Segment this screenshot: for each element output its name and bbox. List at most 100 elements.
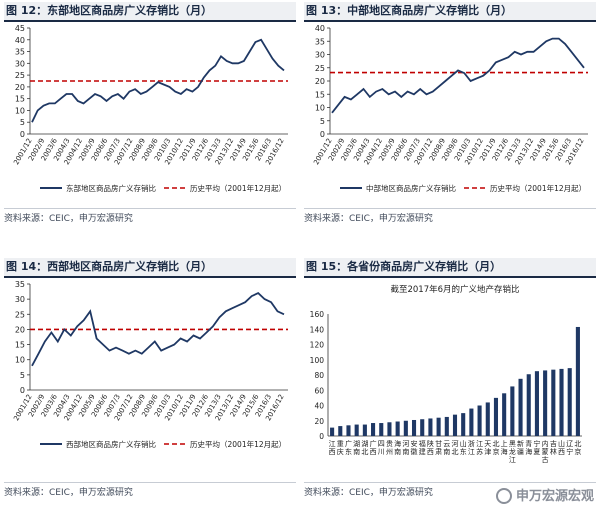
bar bbox=[330, 427, 335, 436]
x-tick-label: 河北 bbox=[452, 440, 459, 456]
bar bbox=[543, 370, 548, 436]
series-line bbox=[31, 38, 285, 123]
y-tick-label: 5 bbox=[20, 371, 25, 380]
y-tick-label: 35 bbox=[315, 37, 325, 46]
bar bbox=[395, 421, 400, 436]
y-tick-label: 20 bbox=[314, 417, 324, 426]
chart-source: 资料来源：CEIC，申万宏源研究 bbox=[4, 208, 296, 224]
x-tick-label: 甘肃 bbox=[435, 439, 442, 456]
bar bbox=[444, 416, 449, 436]
bar bbox=[526, 374, 531, 436]
y-tick-label: 60 bbox=[314, 386, 324, 395]
x-tick-label: 青海 bbox=[525, 439, 532, 456]
x-tick-label: 浙江 bbox=[468, 439, 475, 456]
bar bbox=[403, 420, 408, 436]
bar-chart: 截至2017年6月的广义地产存销比 0 20 40 60 80 100 120 140 160 江西… bbox=[310, 284, 582, 464]
bar bbox=[338, 426, 343, 436]
bar bbox=[428, 418, 433, 436]
y-tick-label: 0 bbox=[319, 432, 324, 441]
bar bbox=[567, 368, 572, 436]
y-tick-label: 20 bbox=[15, 83, 25, 92]
chart-source: 资料来源：CEIC，申万宏源研究 bbox=[4, 482, 296, 498]
y-tick-label: 40 bbox=[314, 402, 324, 411]
x-tick-label: 北京 bbox=[492, 440, 499, 456]
y-tick-label: 5 bbox=[20, 118, 25, 127]
y-tick-label: 25 bbox=[315, 64, 325, 73]
bar bbox=[551, 369, 556, 436]
x-tick-label: 宁夏 bbox=[533, 439, 540, 456]
chart-title: 图 15：各省份商品房广义存销比（月） bbox=[304, 258, 596, 278]
line-chart: 05101520253035402001/122002/92003/62004/… bbox=[312, 24, 588, 193]
x-tick-label: 江西 bbox=[329, 440, 336, 456]
chart-title: 图 12：东部地区商品房广义存销比（月） bbox=[4, 2, 296, 22]
x-tick-label: 福建 bbox=[419, 439, 426, 456]
y-tick-label: 30 bbox=[15, 295, 25, 304]
y-tick-label: 5 bbox=[320, 117, 325, 126]
x-tick-label: 云南 bbox=[443, 440, 450, 456]
bar bbox=[575, 326, 580, 436]
y-tick-label: 15 bbox=[15, 341, 25, 350]
x-tick-label: 海南 bbox=[394, 439, 401, 456]
x-tick-label: 辽宁 bbox=[566, 440, 573, 456]
legend-label-series: 西部地区商品房广义存销比 bbox=[66, 439, 156, 449]
y-tick-label: 0 bbox=[20, 130, 25, 139]
bar bbox=[469, 408, 474, 436]
y-tick-label: 35 bbox=[15, 48, 25, 57]
x-tick-label: 江苏 bbox=[476, 440, 483, 456]
y-tick-label: 10 bbox=[15, 106, 25, 115]
chart-title: 图 13：中部地区商品房广义存销比（月） bbox=[304, 2, 596, 22]
x-tick-label: 内蒙古 bbox=[542, 439, 549, 464]
chart-panel-east: 图 12：东部地区商品房广义存销比（月） 0 5 10 15 20 25 30 35 40 45 2… bbox=[4, 2, 296, 224]
x-tick-label: 天津 bbox=[484, 440, 491, 456]
bar bbox=[477, 405, 482, 436]
y-tick-label: 80 bbox=[314, 371, 324, 380]
x-tick-label: 贵州 bbox=[386, 439, 393, 456]
chart-source: 资料来源：CEIC，申万宏源研究 bbox=[304, 482, 596, 498]
legend-label-reference: 历史平均（2001年12月起） bbox=[190, 439, 286, 449]
x-tick-label: 陕西 bbox=[427, 439, 434, 456]
bar bbox=[510, 386, 515, 436]
y-tick-label: 40 bbox=[15, 36, 25, 45]
legend-label-reference: 历史平均（2001年12月起） bbox=[490, 183, 586, 193]
y-tick-label: 20 bbox=[315, 77, 325, 86]
bar bbox=[452, 414, 458, 436]
bar bbox=[346, 425, 351, 436]
chart-source: 资料来源：CEIC，申万宏源研究 bbox=[304, 208, 596, 224]
y-tick-label: 0 bbox=[320, 130, 325, 139]
x-tick-label: 山东 bbox=[460, 439, 467, 456]
bar bbox=[436, 417, 441, 436]
chart-panel-west: 图 14：西部地区商品房广义存销比（月） 0 5 10 15 20 25 30 35 2001/… bbox=[4, 258, 296, 498]
y-tick-label: 120 bbox=[310, 341, 325, 350]
bar bbox=[518, 378, 523, 436]
x-tick-label: 吉林 bbox=[550, 440, 557, 456]
bar bbox=[387, 422, 392, 436]
x-tick-label: 上海 bbox=[501, 439, 508, 456]
y-tick-label: 25 bbox=[15, 71, 25, 80]
y-tick-label: 30 bbox=[15, 59, 25, 68]
y-tick-label: 160 bbox=[310, 310, 325, 319]
bar bbox=[461, 413, 466, 436]
series-line bbox=[331, 37, 585, 114]
y-tick-label: 15 bbox=[15, 95, 25, 104]
watermark-text: 申万宏源宏观 bbox=[515, 488, 594, 504]
chart-title: 图 14：西部地区商品房广义存销比（月） bbox=[4, 258, 296, 278]
y-tick-label: 20 bbox=[15, 325, 25, 334]
legend-label-series: 中部地区商品房广义存销比 bbox=[366, 183, 456, 193]
line-chart: 051015202530352001/122002/92003/62004/32… bbox=[12, 280, 288, 449]
x-tick-label: 北京 bbox=[574, 440, 581, 456]
bar bbox=[420, 419, 425, 436]
legend-label-reference: 历史平均（2001年12月起） bbox=[190, 183, 286, 193]
y-tick-label: 30 bbox=[315, 51, 325, 60]
y-tick-label: 140 bbox=[310, 325, 325, 334]
y-tick-label: 40 bbox=[315, 24, 325, 33]
x-tick-label: 湖南 bbox=[353, 439, 360, 456]
y-tick-label: 25 bbox=[15, 310, 25, 319]
bar bbox=[354, 424, 359, 436]
series-line bbox=[31, 292, 285, 367]
y-tick-label: 10 bbox=[15, 356, 25, 365]
x-tick-label: 重庆 bbox=[337, 440, 344, 456]
chart-panel-central: 图 13：中部地区商品房广义存销比（月） 0 5 10 15 20 25 30 35 40 200… bbox=[304, 2, 596, 224]
y-tick-label: 15 bbox=[315, 90, 325, 99]
y-tick-label: 0 bbox=[20, 386, 25, 395]
bar bbox=[485, 402, 490, 436]
